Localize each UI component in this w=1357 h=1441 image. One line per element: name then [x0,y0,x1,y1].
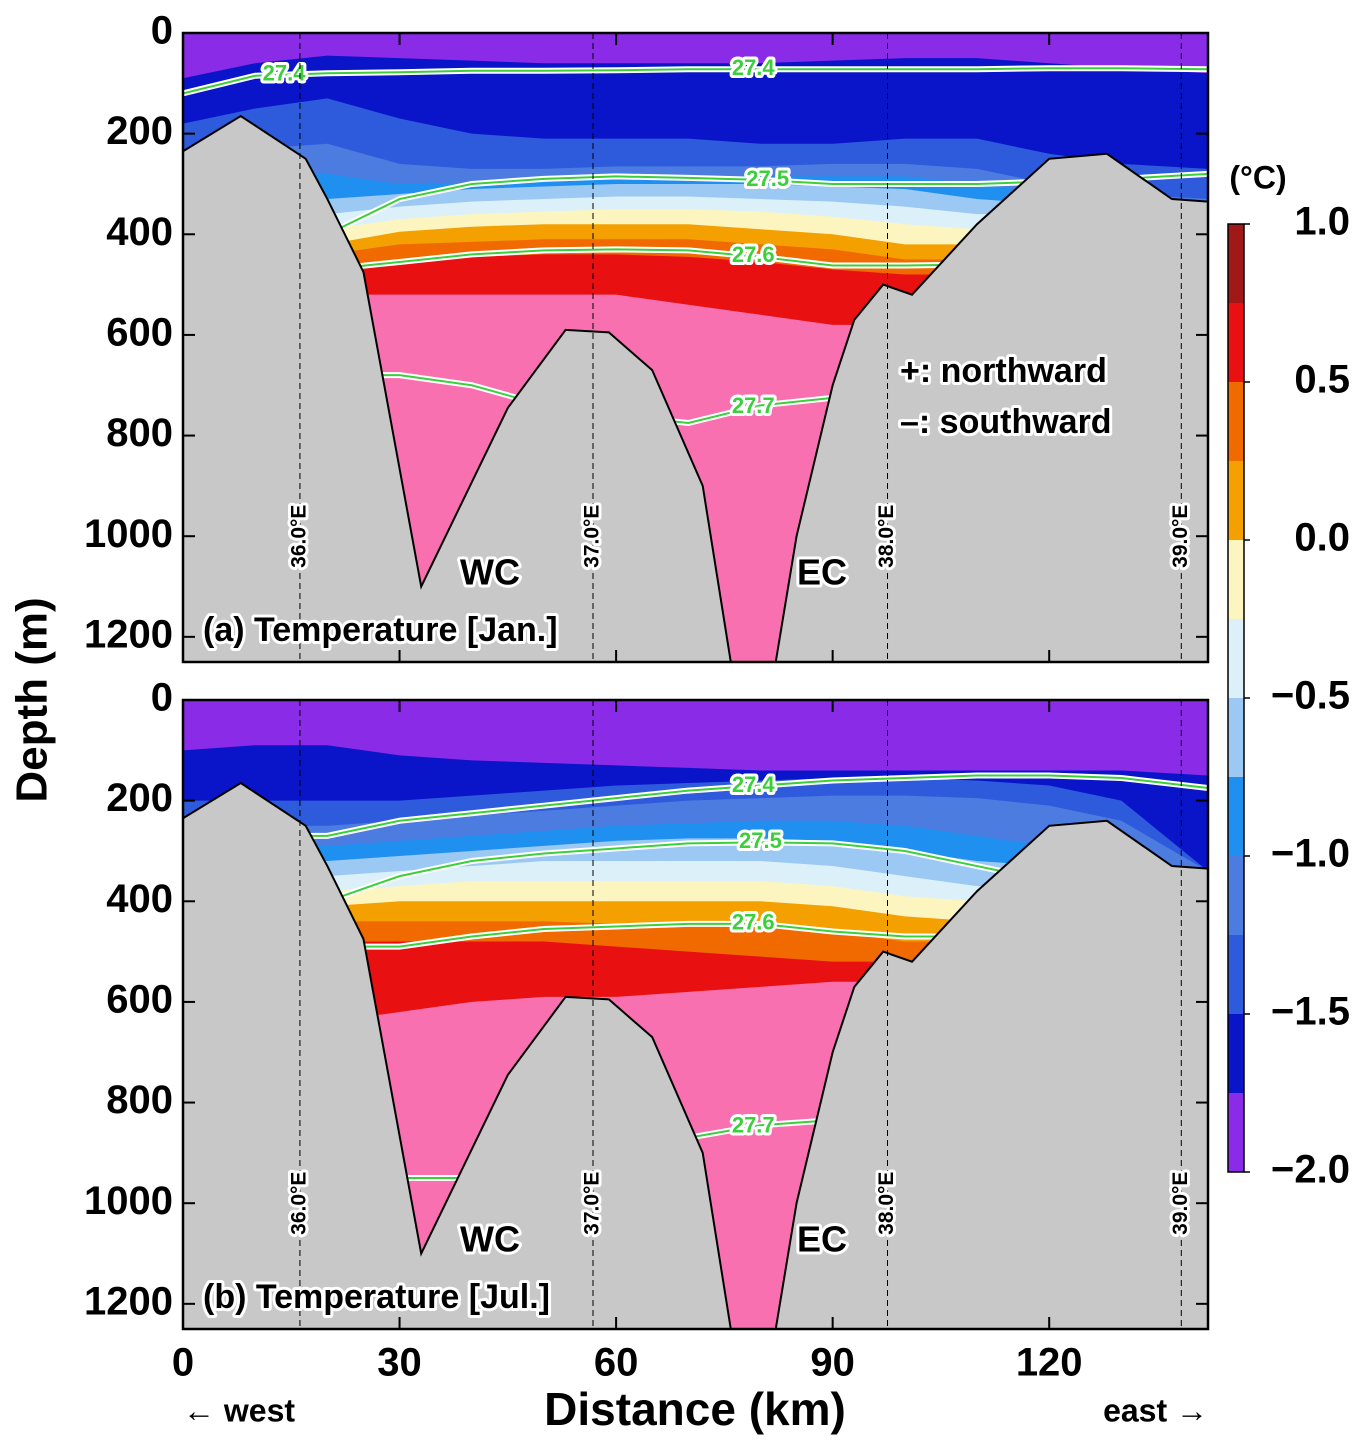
west-label: ← west [183,1392,295,1428]
y-tick-label: 800 [106,1078,173,1122]
colorbar-tick-label: 1.0 [1294,200,1350,244]
x-tick-label: 90 [810,1341,855,1385]
annotation: WC [460,1219,520,1260]
y-tick-label: 1000 [84,512,173,556]
density-label: 27.6 [732,910,775,935]
x-tick-label: 30 [377,1341,422,1385]
density-label: 27.4 [732,55,776,80]
colorbar-bin [1228,224,1244,303]
colorbar-tick-label: −1.5 [1271,990,1350,1034]
plot-area: 27.4 27.5 27.6 27.7 36.0°E 37.0°E 38.0°E 39.0°E [183,700,1208,1329]
annotation: EC [797,1219,847,1260]
temperature-band [183,33,1208,79]
colorbar-bin [1228,540,1244,619]
colorbar-bin [1228,619,1244,698]
y-axis-label: Depth (m) [8,597,57,802]
y-tick-label: 200 [106,776,173,820]
y-tick-label: 600 [106,977,173,1021]
x-axis-label: Distance (km) [544,1383,846,1435]
annotation: –: southward [900,403,1112,441]
longitude-label: 36.0°E [287,505,310,568]
colorbar-tick-label: −0.5 [1271,674,1350,718]
east-label: east → [1103,1392,1208,1428]
density-contour-core [183,774,1208,837]
panel-title: (a) Temperature [Jan.] [203,611,558,649]
density-label: 27.7 [732,393,775,418]
bathymetry [183,781,1208,1329]
colorbar-bin [1228,698,1244,777]
y-tick-label: 0 [151,676,173,720]
annotation: +: northward [900,352,1107,390]
colorbar-bin [1228,1093,1244,1172]
bathymetry [183,114,1208,662]
longitude-label: 37.0°E [581,1172,604,1235]
density-label: 27.6 [732,242,775,267]
colorbar-tick-label: 0.0 [1294,516,1350,560]
longitude-label: 39.0°E [1169,505,1192,568]
y-tick-label: 1200 [84,1279,173,1323]
annotation: WC [460,552,520,593]
colorbar-bin [1228,935,1244,1014]
colorbar-bin [1228,303,1244,382]
density-label: 27.5 [746,166,789,191]
y-tick-label: 400 [106,877,173,921]
y-tick-label: 1200 [84,612,173,656]
density-label: 27.7 [732,1112,775,1137]
longitude-label: 38.0°E [875,505,898,568]
colorbar-bin [1228,777,1244,856]
x-tick-label: 0 [172,1341,194,1385]
colorbar-tick-label: 0.5 [1294,358,1350,402]
plot-area: 27.4 27.4 27.5 27.6 27.7 36.0°E 37.0°E 38.0°E 39… [183,33,1208,662]
plot-frame [181,698,1210,1331]
density-label: 27.5 [739,828,782,853]
colorbar-bin [1228,461,1244,540]
density-contour-core [183,67,1208,95]
density-label: 27.4 [263,61,307,86]
y-tick-label: 0 [151,9,173,53]
annotation: EC [797,552,847,593]
density-label: 27.4 [732,772,776,797]
longitude-label: 39.0°E [1169,1172,1192,1235]
x-tick-label: 120 [1016,1341,1083,1385]
x-tick-label: 60 [594,1341,639,1385]
y-tick-label: 200 [106,109,173,153]
y-tick-label: 600 [106,310,173,354]
colorbar-tick-label: −1.0 [1271,832,1350,876]
colorbar-bin [1228,1014,1244,1093]
colorbar-bin [1228,856,1244,935]
temperature-band [183,700,1208,776]
panel-title: (b) Temperature [Jul.] [203,1278,550,1316]
colorbar-unit: (°C) [1229,159,1286,195]
y-tick-label: 800 [106,411,173,455]
longitude-label: 37.0°E [581,505,604,568]
longitude-label: 38.0°E [875,1172,898,1235]
colorbar-bin [1228,382,1244,461]
longitude-label: 36.0°E [287,1172,310,1235]
plot-frame [181,31,1210,664]
y-tick-label: 1000 [84,1179,173,1223]
y-tick-label: 400 [106,210,173,254]
colorbar-tick-label: −2.0 [1271,1148,1350,1192]
